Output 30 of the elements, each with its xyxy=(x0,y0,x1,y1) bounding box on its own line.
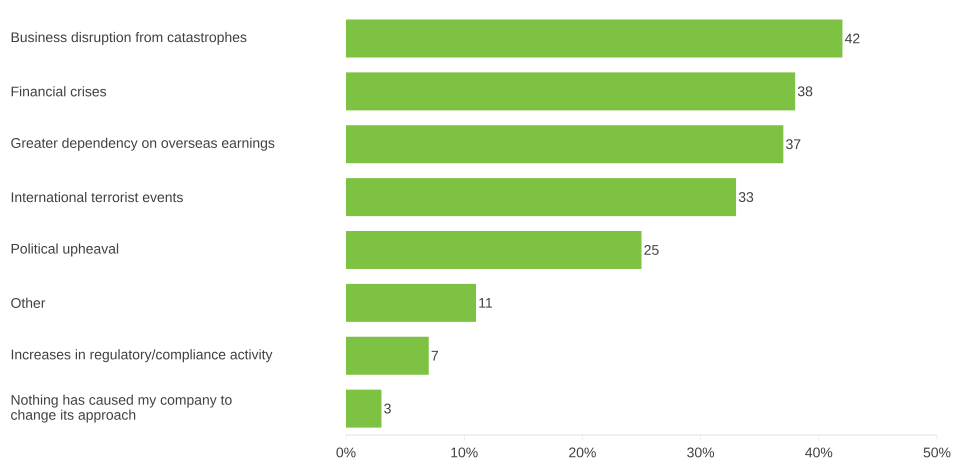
data-label: 33 xyxy=(738,192,754,202)
bar xyxy=(346,284,476,322)
y-tick-label: Greater dependency on overseas earnings xyxy=(11,138,274,151)
bar xyxy=(346,336,429,375)
y-tick-label: Business disruption from catastrophes xyxy=(12,32,246,45)
bar xyxy=(346,230,642,269)
data-label: 38 xyxy=(798,86,812,96)
bar xyxy=(346,178,736,216)
data-label: 25 xyxy=(644,244,659,255)
y-tick-label: International terrorist events xyxy=(12,192,183,202)
x-tick-label: 20% xyxy=(569,448,596,458)
bar xyxy=(346,72,796,110)
x-tick-label: 30% xyxy=(687,448,714,458)
y-tick-label: Political upheaval xyxy=(12,243,118,256)
y-tick-label: Financial crises xyxy=(12,86,106,96)
y-tick-label: Other xyxy=(11,298,46,308)
x-tick-label: 40% xyxy=(805,448,832,458)
data-label: 11 xyxy=(479,298,492,308)
data-label: 7 xyxy=(432,350,438,360)
bar xyxy=(346,390,382,428)
bar xyxy=(346,19,842,58)
data-label: 42 xyxy=(844,34,860,44)
data-label: 37 xyxy=(786,139,800,150)
data-label: 3 xyxy=(384,404,391,414)
bar xyxy=(346,125,784,164)
x-tick-label: 50% xyxy=(924,448,950,458)
y-tick-label: Increases in regulatory/compliance activity xyxy=(12,349,272,362)
x-tick-label: 10% xyxy=(451,448,478,458)
x-tick-label: 0% xyxy=(336,448,356,458)
y-tick-label: Nothing has caused my company to change its approach xyxy=(11,394,232,423)
